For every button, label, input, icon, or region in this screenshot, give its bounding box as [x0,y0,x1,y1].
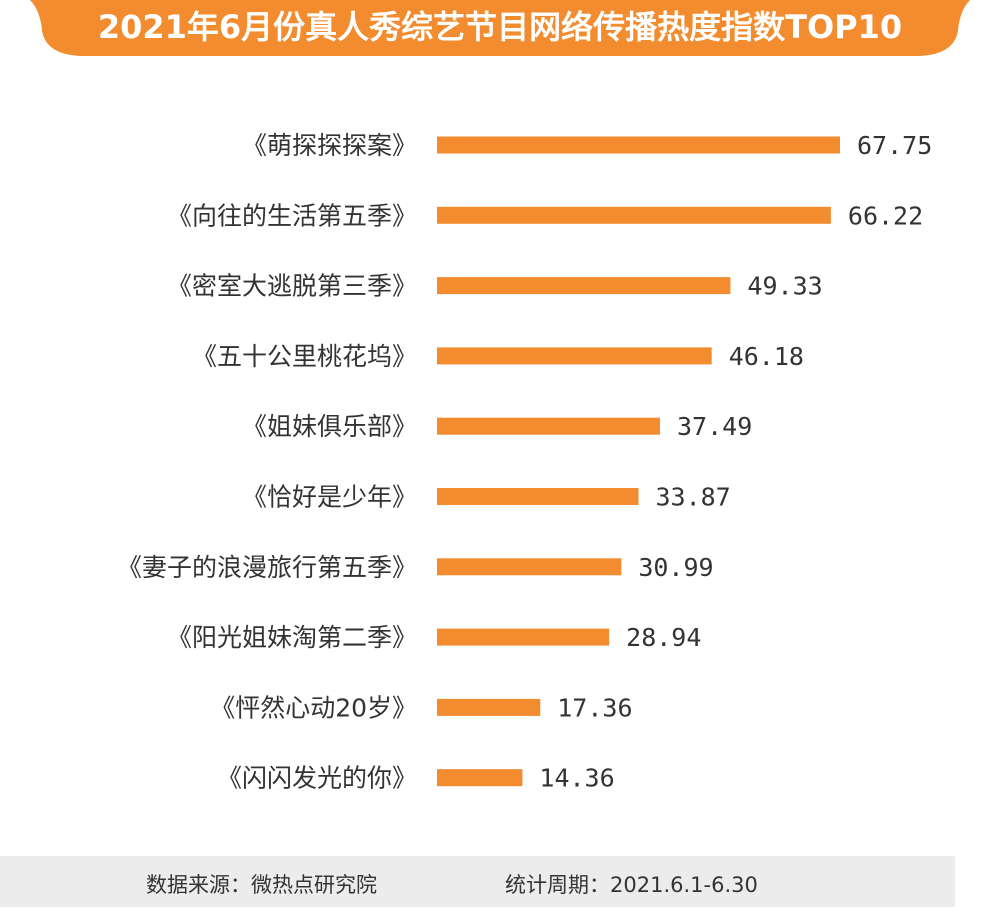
bar [437,769,523,787]
bar [437,698,541,716]
category-label: 《恰好是少年》 [242,483,417,512]
category-label: 《妻子的浪漫旅行第五季》 [117,553,417,582]
bar [437,558,622,576]
value-label: 67.75 [857,131,932,160]
footer: 数据来源：微热点研究院 统计周期：2021.6.1-6.30 [0,856,955,907]
title-banner: 2021年6月份真人秀综艺节目网络传播热度指数TOP10 [0,0,1000,58]
bar [437,206,831,224]
value-label: 46.18 [729,342,804,371]
category-label: 《五十公里桃花坞》 [192,342,417,371]
value-label: 49.33 [747,272,822,301]
value-label: 37.49 [677,412,752,441]
bar [437,488,639,505]
title-banner-shape [30,0,970,56]
value-label: 33.87 [655,483,730,512]
category-label: 《姐妹俱乐部》 [242,412,417,441]
data-source: 数据来源：微热点研究院 [146,873,377,897]
category-label: 《向往的生活第五季》 [167,201,417,230]
category-label: 《闪闪发光的你》 [217,764,417,793]
category-label: 《密室大逃脱第三季》 [167,272,417,301]
chart-title: 2021年6月份真人秀综艺节目网络传播热度指数TOP10 [97,8,903,46]
category-label: 《阳光姐妹淘第二季》 [167,623,417,652]
value-label: 66.22 [848,201,923,230]
bar [437,277,731,295]
statistics-period: 统计周期：2021.6.1-6.30 [505,873,758,897]
category-label: 《怦然心动20岁》 [210,693,417,722]
bar [437,417,661,435]
bar [437,628,610,646]
category-label: 《萌探探探案》 [242,131,417,160]
bar [437,347,712,365]
value-label: 30.99 [638,553,713,582]
bar-chart: 《萌探探探案》 67.75 《向往的生活第五季》 66.22 《密室大逃脱第三季》 49.… [117,131,932,793]
value-label: 17.36 [557,693,632,722]
value-label: 28.94 [626,623,701,652]
value-label: 14.36 [539,764,614,793]
bar [437,136,840,154]
